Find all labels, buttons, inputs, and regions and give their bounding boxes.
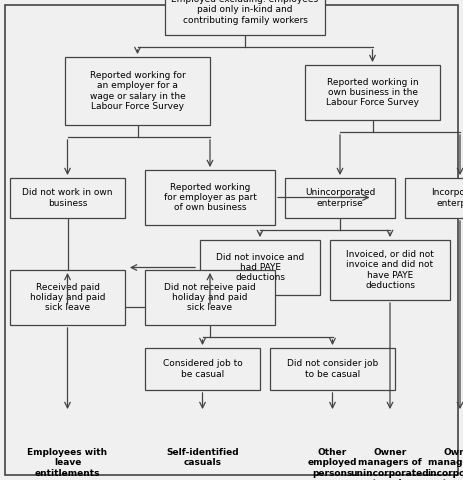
Text: Unincorporated
enterprise: Unincorporated enterprise <box>305 188 375 208</box>
Text: Owner
managers of
unincorporated
enterprises: Owner managers of unincorporated enterpr… <box>350 448 429 480</box>
Text: Did not work in own
business: Did not work in own business <box>22 188 113 208</box>
Text: Did not invoice and
had PAYE
deductions: Did not invoice and had PAYE deductions <box>216 252 304 282</box>
FancyBboxPatch shape <box>405 178 463 218</box>
Text: Reported working for
an employer for a
wage or salary in the
Labour Force Survey: Reported working for an employer for a w… <box>90 71 185 111</box>
Text: Considered job to
be casual: Considered job to be casual <box>163 360 242 379</box>
FancyBboxPatch shape <box>165 0 325 35</box>
Text: Employees with
leave
entitlements: Employees with leave entitlements <box>27 448 107 478</box>
Text: Employed excluding: employees
paid only in-kind and
contributing family workers: Employed excluding: employees paid only … <box>171 0 319 25</box>
FancyBboxPatch shape <box>145 270 275 325</box>
FancyBboxPatch shape <box>10 270 125 325</box>
FancyBboxPatch shape <box>305 65 440 120</box>
FancyBboxPatch shape <box>5 5 458 475</box>
FancyBboxPatch shape <box>145 348 260 390</box>
Text: Incorporated
enterprise: Incorporated enterprise <box>431 188 463 208</box>
FancyBboxPatch shape <box>285 178 395 218</box>
FancyBboxPatch shape <box>10 178 125 218</box>
Text: Other
employed
persons: Other employed persons <box>308 448 357 478</box>
FancyBboxPatch shape <box>330 240 450 300</box>
FancyBboxPatch shape <box>65 57 210 125</box>
Text: Reported working
for employer as part
of own business: Reported working for employer as part of… <box>163 182 257 212</box>
Text: Did not consider job
to be casual: Did not consider job to be casual <box>287 360 378 379</box>
Text: Self-identified
casuals: Self-identified casuals <box>166 448 239 468</box>
Text: Owner
managers of
incorporated
enterprises: Owner managers of incorporated enterpris… <box>427 448 463 480</box>
Text: Reported working in
own business in the
Labour Force Survey: Reported working in own business in the … <box>326 78 419 108</box>
Text: Received paid
holiday and paid
sick leave: Received paid holiday and paid sick leav… <box>30 283 105 312</box>
FancyBboxPatch shape <box>145 170 275 225</box>
Text: Invoiced, or did not
invoice and did not
have PAYE
deductions: Invoiced, or did not invoice and did not… <box>346 250 434 290</box>
Text: Did not receive paid
holiday and paid
sick leave: Did not receive paid holiday and paid si… <box>164 283 256 312</box>
FancyBboxPatch shape <box>200 240 320 295</box>
FancyBboxPatch shape <box>270 348 395 390</box>
